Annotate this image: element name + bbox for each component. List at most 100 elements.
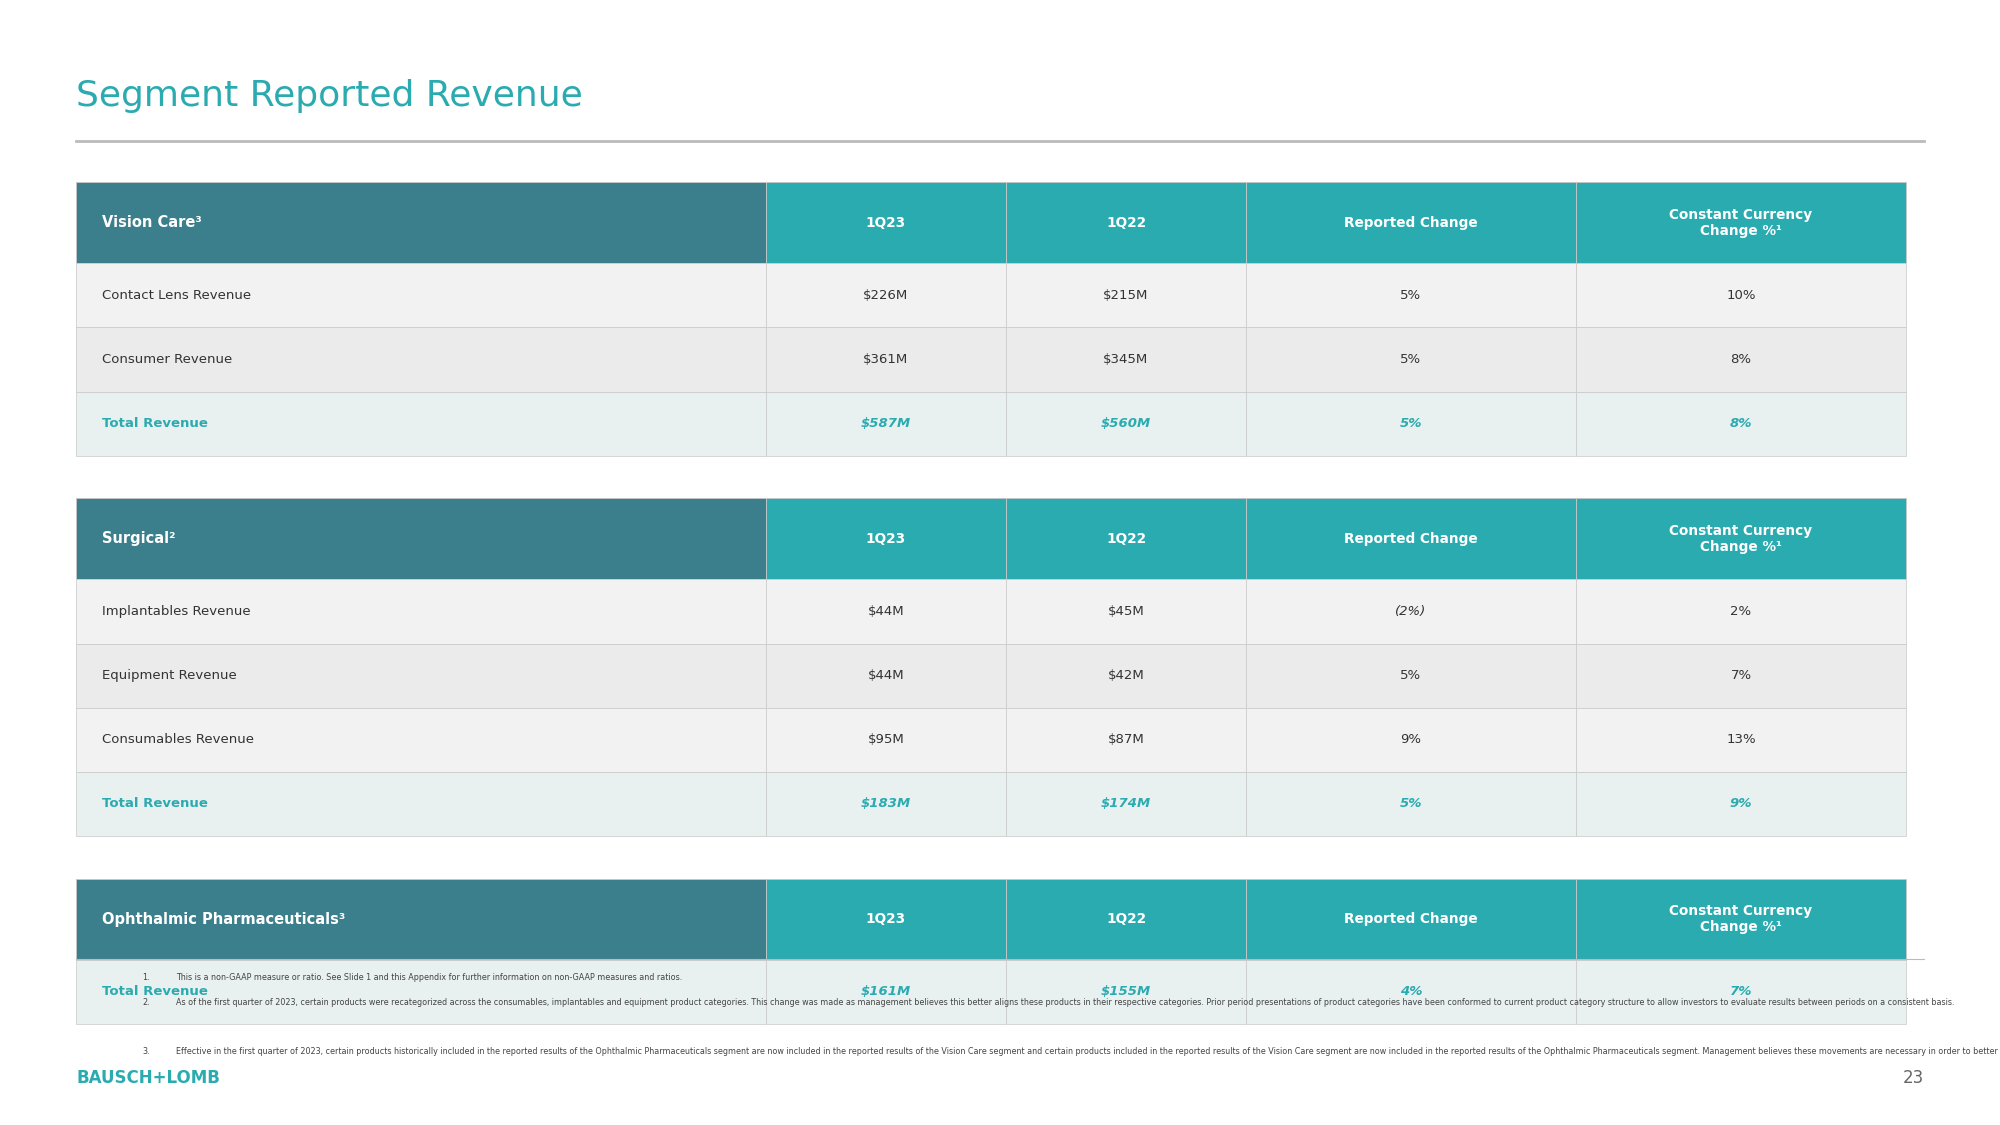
Bar [766, 263, 1006, 327]
Text: Total Revenue: Total Revenue [102, 986, 208, 998]
Bar [1576, 708, 1906, 772]
Text: 5%: 5% [1400, 353, 1422, 366]
Bar [76, 498, 766, 579]
Bar [1246, 879, 1576, 960]
Bar [1576, 879, 1906, 960]
Text: 7%: 7% [1730, 986, 1752, 998]
Text: 5%: 5% [1400, 669, 1422, 682]
Text: 1Q22: 1Q22 [1106, 532, 1146, 546]
Bar [766, 327, 1006, 392]
Text: Surgical²: Surgical² [102, 531, 176, 547]
Bar [76, 879, 766, 960]
Bar [766, 960, 1006, 1024]
Text: 5%: 5% [1400, 289, 1422, 302]
Text: Equipment Revenue: Equipment Revenue [102, 669, 236, 682]
Bar [766, 498, 1006, 579]
Bar [1246, 327, 1576, 392]
Text: $587M: $587M [860, 417, 912, 430]
Text: $95M: $95M [868, 734, 904, 746]
Text: 10%: 10% [1726, 289, 1756, 302]
Bar [1576, 392, 1906, 456]
Text: 1Q22: 1Q22 [1106, 912, 1146, 926]
Bar [1006, 772, 1246, 836]
Bar [766, 579, 1006, 643]
Bar [1246, 263, 1576, 327]
Text: Constant Currency
Change %¹: Constant Currency Change %¹ [1670, 904, 1812, 934]
Text: Segment Reported Revenue: Segment Reported Revenue [76, 79, 582, 113]
Text: 8%: 8% [1730, 417, 1752, 430]
Bar [1576, 182, 1906, 263]
Text: 2%: 2% [1730, 605, 1752, 618]
Text: 9%: 9% [1730, 798, 1752, 810]
Bar [76, 392, 766, 456]
Bar [1246, 182, 1576, 263]
Bar [76, 772, 766, 836]
Text: BAUSCH+LOMB: BAUSCH+LOMB [76, 1069, 220, 1087]
Bar [1246, 644, 1576, 708]
Bar [76, 263, 766, 327]
Bar [76, 579, 766, 643]
Bar [76, 182, 766, 263]
Text: 3.: 3. [142, 1047, 150, 1056]
Text: $155M: $155M [1100, 986, 1152, 998]
Bar [1246, 498, 1576, 579]
Text: $226M: $226M [864, 289, 908, 302]
Text: $44M: $44M [868, 605, 904, 618]
Bar [1576, 263, 1906, 327]
Text: $42M: $42M [1108, 669, 1144, 682]
Text: Contact Lens Revenue: Contact Lens Revenue [102, 289, 252, 302]
Bar [1246, 960, 1576, 1024]
Text: $161M: $161M [860, 986, 912, 998]
Bar [1576, 579, 1906, 643]
Text: $87M: $87M [1108, 734, 1144, 746]
Text: 2.: 2. [142, 998, 150, 1007]
Text: 1Q23: 1Q23 [866, 532, 906, 546]
Text: $560M: $560M [1100, 417, 1152, 430]
Text: Reported Change: Reported Change [1344, 912, 1478, 926]
Bar [1576, 498, 1906, 579]
Text: Constant Currency
Change %¹: Constant Currency Change %¹ [1670, 524, 1812, 554]
Bar [1006, 392, 1246, 456]
Text: 5%: 5% [1400, 417, 1422, 430]
Bar [766, 772, 1006, 836]
Bar [1006, 498, 1246, 579]
Text: 4%: 4% [1400, 986, 1422, 998]
Bar [76, 327, 766, 392]
Text: As of the first quarter of 2023, certain products were recategorized across the : As of the first quarter of 2023, certain… [176, 998, 1954, 1007]
Text: Constant Currency
Change %¹: Constant Currency Change %¹ [1670, 208, 1812, 237]
Text: $183M: $183M [860, 798, 912, 810]
Bar [76, 644, 766, 708]
Bar [1246, 772, 1576, 836]
Bar [1576, 644, 1906, 708]
Text: 13%: 13% [1726, 734, 1756, 746]
Text: 1.: 1. [142, 973, 150, 982]
Bar [1576, 960, 1906, 1024]
Text: 5%: 5% [1400, 798, 1422, 810]
Text: Total Revenue: Total Revenue [102, 798, 208, 810]
Text: 1Q22: 1Q22 [1106, 216, 1146, 229]
Bar [76, 960, 766, 1024]
Bar [766, 708, 1006, 772]
Text: Consumables Revenue: Consumables Revenue [102, 734, 254, 746]
Bar [1246, 392, 1576, 456]
Text: $44M: $44M [868, 669, 904, 682]
Bar [766, 182, 1006, 263]
Bar [766, 644, 1006, 708]
Text: $45M: $45M [1108, 605, 1144, 618]
Text: Implantables Revenue: Implantables Revenue [102, 605, 250, 618]
Text: Vision Care³: Vision Care³ [102, 215, 202, 231]
Text: 8%: 8% [1730, 353, 1752, 366]
Bar [1006, 327, 1246, 392]
Text: (2%): (2%) [1396, 605, 1426, 618]
Bar [1006, 644, 1246, 708]
Bar [76, 708, 766, 772]
Text: Reported Change: Reported Change [1344, 216, 1478, 229]
Text: This is a non-GAAP measure or ratio. See Slide 1 and this Appendix for further i: This is a non-GAAP measure or ratio. See… [176, 973, 682, 982]
Bar [1246, 708, 1576, 772]
Text: 9%: 9% [1400, 734, 1422, 746]
Text: Ophthalmic Pharmaceuticals³: Ophthalmic Pharmaceuticals³ [102, 911, 346, 927]
Text: $215M: $215M [1104, 289, 1148, 302]
Bar [1006, 263, 1246, 327]
Text: 7%: 7% [1730, 669, 1752, 682]
Bar [1006, 708, 1246, 772]
